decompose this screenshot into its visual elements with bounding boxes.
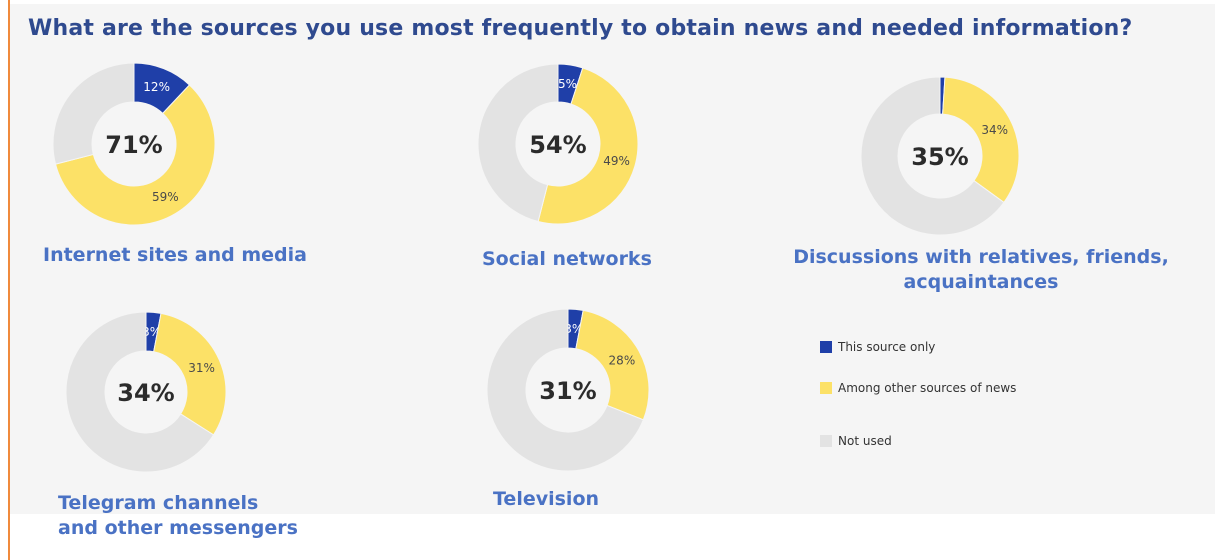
caption-line: acquaintances [903,271,1059,293]
slice-not-used [52,62,135,165]
caption-line: Telegram channels [58,492,259,514]
slice-not-used [860,76,1005,236]
caption-line: Internet sites and media [43,244,307,266]
slice-among-other-sources [575,309,650,421]
legend-label: This source only [838,340,936,354]
caption-internet: Internet sites and media [43,243,307,268]
caption-line: Television [493,488,600,510]
accent-rule [8,0,10,560]
donut-4: 3%31%34% [65,311,227,473]
slice-data-label: 59% [152,190,179,204]
donut-total-label: 71% [105,131,162,159]
slice-data-label: 34% [981,123,1008,137]
donut-total-label: 34% [117,379,174,407]
caption-social: Social networks [482,247,652,272]
caption-line: and other messengers [58,517,298,539]
slice-among-other-sources [54,84,216,226]
legend-label: Among other sources of news [838,381,1017,395]
donut-1: 12% 59% 71% [52,62,216,226]
slice-data-label: 28% [609,353,636,367]
legend-label: Not used [838,434,892,448]
legend-swatch-among-other [820,382,832,394]
donut-3: 34% 35% [860,76,1020,236]
slice-data-label: 12% [143,80,170,94]
donut-2: 5% 49% 54% [477,63,639,225]
slice-among-other-sources [537,67,639,225]
donut-total-label: 31% [539,377,596,405]
slice-data-label: 31% [188,361,215,375]
slice-data-label: 49% [603,154,630,168]
slice-not-used [477,63,559,223]
donut-total-label: 54% [529,131,586,159]
legend-swatch-not-used [820,435,832,447]
caption-telegram: Telegram channels and other messengers [58,491,298,541]
caption-discussions: Discussions with relatives, friends, acq… [780,245,1182,295]
slice-among-other-sources [153,312,227,436]
slice-data-label: 5% [558,77,577,91]
slice-not-used [486,308,644,472]
legend-item: Not used [820,434,892,448]
slice-not-used [65,311,215,473]
legend-item: Among other sources of news [820,381,1016,395]
donut-total-label: 35% [911,143,968,171]
slice-among-other-sources [942,76,1020,204]
chart-title: What are the sources you use most freque… [28,16,1133,41]
caption-television: Television [493,487,599,512]
donut-5: 3%28%31% [486,308,650,472]
legend-swatch-this-source [820,341,832,353]
caption-line: Discussions with relatives, friends, [793,246,1169,268]
legend-item: This source only [820,340,935,354]
caption-line: Social networks [482,248,652,270]
